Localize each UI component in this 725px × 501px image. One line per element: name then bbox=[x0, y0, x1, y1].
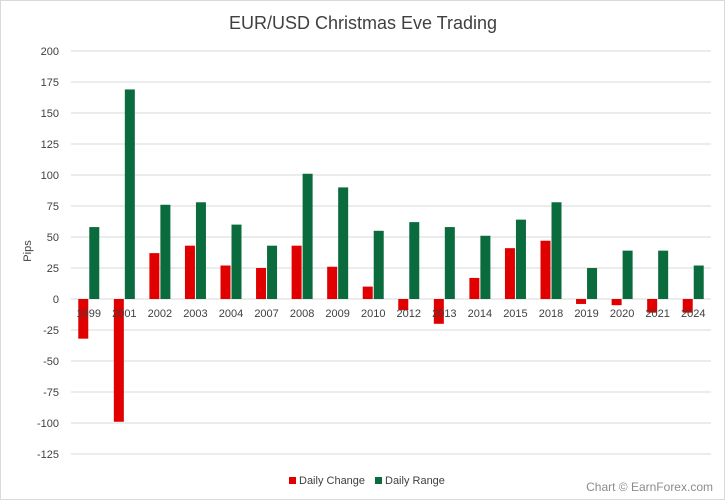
legend-swatch-daily-range bbox=[375, 477, 382, 484]
bar-daily-change-2021 bbox=[647, 299, 658, 313]
y-tick-label: -25 bbox=[43, 325, 59, 337]
bar-daily-range-2015 bbox=[515, 219, 526, 299]
x-tick-label: 1999 bbox=[77, 308, 101, 320]
y-tick-label: -75 bbox=[43, 387, 59, 399]
x-tick-label: 2010 bbox=[361, 308, 385, 320]
bar-daily-change-2015 bbox=[504, 248, 515, 299]
bar-daily-range-2020 bbox=[622, 250, 633, 299]
y-tick-label: 100 bbox=[41, 170, 59, 182]
bar-daily-change-2012 bbox=[398, 299, 409, 311]
x-tick-label: 2013 bbox=[432, 308, 456, 320]
bar-daily-change-2007 bbox=[256, 268, 267, 299]
y-tick-label: 200 bbox=[41, 46, 59, 58]
bar-daily-change-2020 bbox=[611, 299, 622, 306]
x-tick-label: 2014 bbox=[468, 308, 492, 320]
bar-daily-range-2010 bbox=[373, 230, 384, 299]
x-tick-label: 2012 bbox=[397, 308, 421, 320]
y-tick-label: 150 bbox=[41, 108, 59, 120]
x-tick-label: 2008 bbox=[290, 308, 314, 320]
y-tick-label: 0 bbox=[53, 294, 59, 306]
legend: Daily Change Daily Range bbox=[289, 475, 445, 487]
y-tick-label: -50 bbox=[43, 356, 59, 368]
x-tick-label: 2004 bbox=[219, 308, 243, 320]
bar-daily-range-2014 bbox=[480, 235, 491, 299]
x-tick-labels: 1999 2001 2002 2003 2004 2007 2008 2009 2010 2012… bbox=[77, 308, 706, 320]
legend-swatch-daily-change bbox=[289, 477, 296, 484]
x-tick-label: 2015 bbox=[503, 308, 527, 320]
legend-label-daily-range: Daily Range bbox=[385, 475, 445, 487]
x-tick-label: 2018 bbox=[539, 308, 563, 320]
bar-daily-range-2008 bbox=[302, 173, 313, 299]
y-tick-label: 75 bbox=[47, 201, 59, 213]
bar-daily-range-1999 bbox=[89, 227, 100, 299]
bar-daily-change-2018 bbox=[540, 240, 551, 299]
bar-daily-range-2019 bbox=[587, 268, 598, 299]
chart-credit: Chart © EarnForex.com bbox=[586, 480, 713, 494]
bar-daily-range-2013 bbox=[444, 227, 455, 299]
gridlines bbox=[71, 50, 711, 455]
x-tick-label: 2020 bbox=[610, 308, 634, 320]
bar-daily-range-2007 bbox=[267, 245, 278, 299]
bar-daily-change-2009 bbox=[327, 266, 338, 299]
bar-daily-change-2024 bbox=[682, 299, 693, 313]
x-tick-label: 2019 bbox=[574, 308, 598, 320]
legend-label-daily-change: Daily Change bbox=[299, 475, 365, 487]
bar-daily-change-2001 bbox=[113, 299, 124, 422]
bar-daily-change-2004 bbox=[220, 265, 231, 299]
y-tick-label: 125 bbox=[41, 139, 59, 151]
bar-daily-range-2021 bbox=[658, 250, 669, 299]
bar-daily-change-2019 bbox=[576, 299, 587, 304]
x-tick-label: 2001 bbox=[112, 308, 136, 320]
x-tick-label: 2007 bbox=[254, 308, 278, 320]
y-tick-label: 175 bbox=[41, 77, 59, 89]
y-tick-labels: 200 175 150 125 100 75 50 25 0 -25 -50 -75 -100 -125 bbox=[37, 46, 59, 461]
bar-daily-range-2012 bbox=[409, 222, 420, 299]
bar-daily-range-2024 bbox=[693, 265, 704, 299]
x-tick-label: 2024 bbox=[681, 308, 705, 320]
x-tick-label: 2003 bbox=[183, 308, 207, 320]
bar-daily-change-2003 bbox=[184, 245, 195, 299]
bar-daily-change-2014 bbox=[469, 277, 480, 299]
y-tick-label: 25 bbox=[47, 263, 59, 275]
bar-daily-range-2001 bbox=[124, 89, 135, 299]
y-tick-label: 50 bbox=[47, 232, 59, 244]
x-tick-label: 2009 bbox=[325, 308, 349, 320]
x-tick-label: 2021 bbox=[645, 308, 669, 320]
chart-title: EUR/USD Christmas Eve Trading bbox=[229, 13, 497, 33]
bar-daily-range-2002 bbox=[160, 204, 171, 299]
bar-daily-range-2009 bbox=[338, 187, 349, 299]
y-tick-label: -125 bbox=[37, 449, 59, 461]
x-tick-label: 2002 bbox=[148, 308, 172, 320]
bar-daily-change-2008 bbox=[291, 245, 302, 299]
bar-daily-range-2004 bbox=[231, 224, 242, 299]
bars bbox=[78, 89, 704, 422]
y-axis-title: Pips bbox=[22, 240, 34, 262]
bar-daily-change-2013 bbox=[433, 299, 444, 324]
bar-daily-change-2002 bbox=[149, 253, 160, 299]
bar-daily-range-2003 bbox=[195, 202, 206, 299]
bar-daily-change-2010 bbox=[362, 286, 373, 299]
y-tick-label: -100 bbox=[37, 418, 59, 430]
bar-daily-range-2018 bbox=[551, 202, 562, 299]
bar-daily-change-1999 bbox=[78, 299, 89, 339]
